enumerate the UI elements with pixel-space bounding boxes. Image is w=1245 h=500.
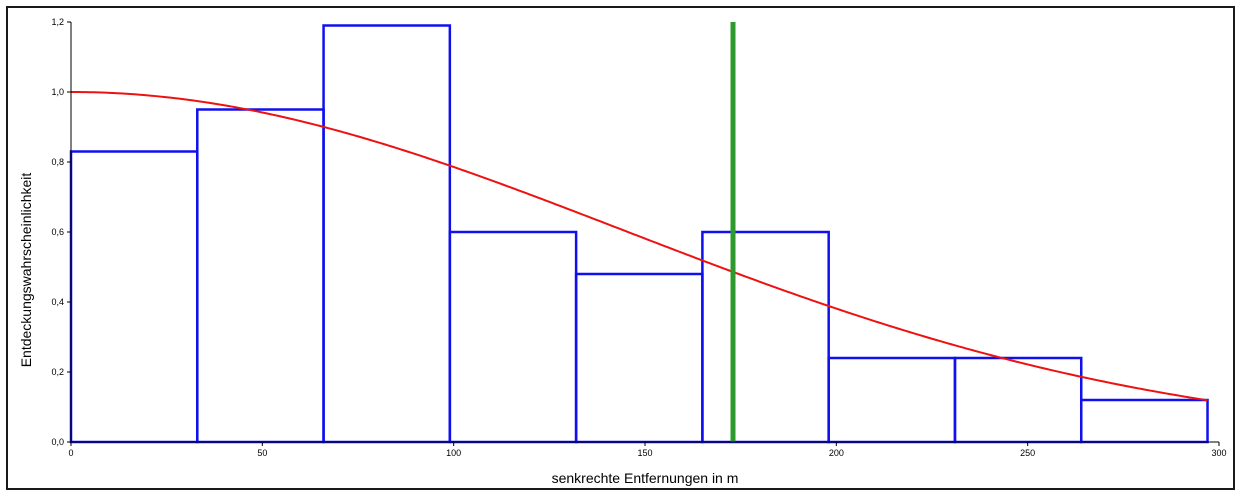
x-tick-label: 200 [829,448,844,458]
histogram-bar-9 [1079,398,1209,444]
histogram-bins [69,24,1209,444]
y-tick-labels: 0,0 0,2 0,4 0,6 0,8 1,0 1,2 [51,17,71,447]
y-tick-label: 1,0 [51,87,64,97]
axes [70,22,1219,443]
y-tick-label: 0,6 [51,227,64,237]
x-axis-title: senkrechte Entfernungen in m [552,470,739,486]
histogram-bar-1 [69,150,199,444]
y-axis-title: Entdeckungswahrscheinlichkeit [18,173,34,368]
y-tick-label: 0,0 [51,437,64,447]
detection-probability-curve [70,91,1208,402]
y-tick-label: 1,2 [51,17,64,27]
x-tick-label: 50 [257,448,267,458]
x-tick-label: 100 [446,448,461,458]
histogram-bar-4 [448,230,578,444]
chart-frame [6,6,1235,490]
x-tick-label: 300 [1211,448,1226,458]
x-tick-label: 0 [68,448,73,458]
histogram-bar-5 [574,272,704,444]
x-tick-labels: 0 50 100 150 200 250 300 [68,442,1227,458]
y-tick-label: 0,2 [51,367,64,377]
x-tick-label: 250 [1020,448,1035,458]
histogram-bar-6 [701,230,830,444]
histogram-bar-2 [196,108,325,444]
x-tick-label: 150 [637,448,652,458]
detection-curve-layer [70,91,1208,402]
histogram-bar-7 [827,356,957,444]
y-tick-label: 0,8 [51,157,64,167]
histogram-bar-8 [953,356,1083,444]
histogram-bar-3 [322,24,452,444]
y-tick-label: 0,4 [51,297,64,307]
